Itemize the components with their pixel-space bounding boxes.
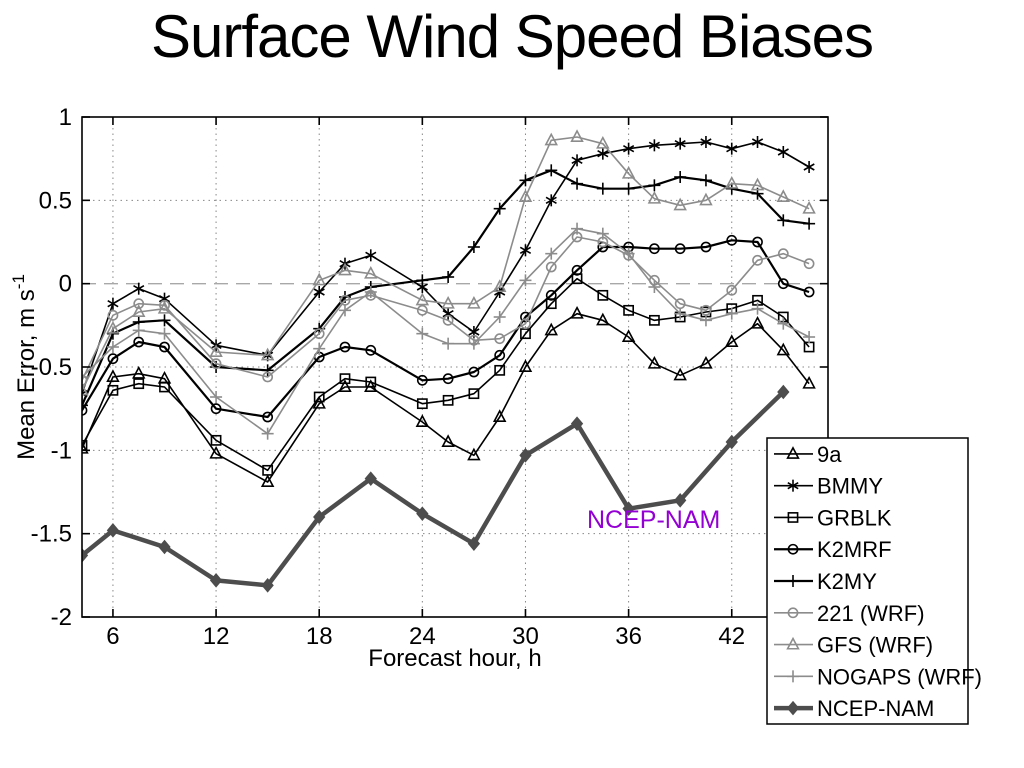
legend-label: K2MY — [817, 569, 877, 594]
series-gfs-wrf- — [82, 129, 816, 396]
legend-item-grblk: GRBLK — [774, 505, 892, 530]
x-tick-label: 42 — [718, 623, 745, 650]
legend-item-9a: 9a — [774, 442, 842, 467]
legend: 9a BMMY GRBLK K2MRF K2MY 221 (WRF) GFS (WRF) NO… — [766, 437, 982, 725]
legend-label: 221 (WRF) — [817, 601, 925, 626]
x-tick-label: 12 — [203, 623, 230, 650]
series-bmmy — [82, 136, 815, 400]
tick-labels: 6 12 18 24 30 36 42 1 0.5 0 -0.5 -1 -1.5 -2 — [31, 104, 745, 650]
legend-item-nogaps-wrf-: NOGAPS (WRF) — [774, 664, 982, 689]
legend-label: NOGAPS (WRF) — [817, 664, 982, 689]
legend-label: BMMY — [817, 474, 883, 499]
ncep-nam-annotation: NCEP-NAM — [587, 506, 721, 534]
axes-box — [81, 116, 829, 618]
legend-item-gfs-wrf-: GFS (WRF) — [774, 633, 933, 658]
y-tick-label: 0 — [59, 271, 72, 298]
y-tick-label: -1.5 — [31, 521, 72, 548]
x-tick-label: 30 — [512, 623, 539, 650]
y-tick-label: -0.5 — [31, 354, 72, 381]
y-tick-label: 0.5 — [39, 187, 72, 214]
x-tick-label: 6 — [106, 623, 119, 650]
legend-label: NCEP-NAM — [817, 696, 934, 721]
legend-item-bmmy: BMMY — [774, 474, 883, 499]
grid-lines — [82, 117, 828, 617]
series-k2mrf — [82, 234, 815, 423]
y-tick-label: 1 — [59, 104, 72, 131]
legend-item-k2my: K2MY — [774, 569, 877, 594]
legend-label: GRBLK — [817, 505, 892, 530]
legend-item-k2mrf: K2MRF — [774, 537, 892, 562]
x-tick-label: 18 — [306, 623, 333, 650]
x-axis-label: Forecast hour, h — [368, 645, 542, 672]
legend-item-ncep-nam: NCEP-NAM — [774, 696, 934, 721]
series-group — [82, 129, 816, 593]
legend-item-221-wrf-: 221 (WRF) — [774, 601, 925, 626]
series-ncep-nam — [82, 384, 790, 593]
x-tick-label: 24 — [409, 623, 436, 650]
series-k2my — [82, 164, 816, 412]
legend-label: GFS (WRF) — [817, 633, 933, 658]
y-axis-label: Mean Error, m s-1 — [9, 274, 40, 460]
x-tick-label: 36 — [615, 623, 642, 650]
y-tick-label: -1 — [51, 437, 72, 464]
legend-label: K2MRF — [817, 537, 892, 562]
series-nogaps-wrf- — [82, 222, 816, 440]
page-title: Surface Wind Speed Biases — [150, 3, 874, 70]
series-9a — [82, 305, 816, 487]
legend-label: 9a — [817, 442, 842, 467]
y-tick-label: -2 — [51, 604, 72, 631]
